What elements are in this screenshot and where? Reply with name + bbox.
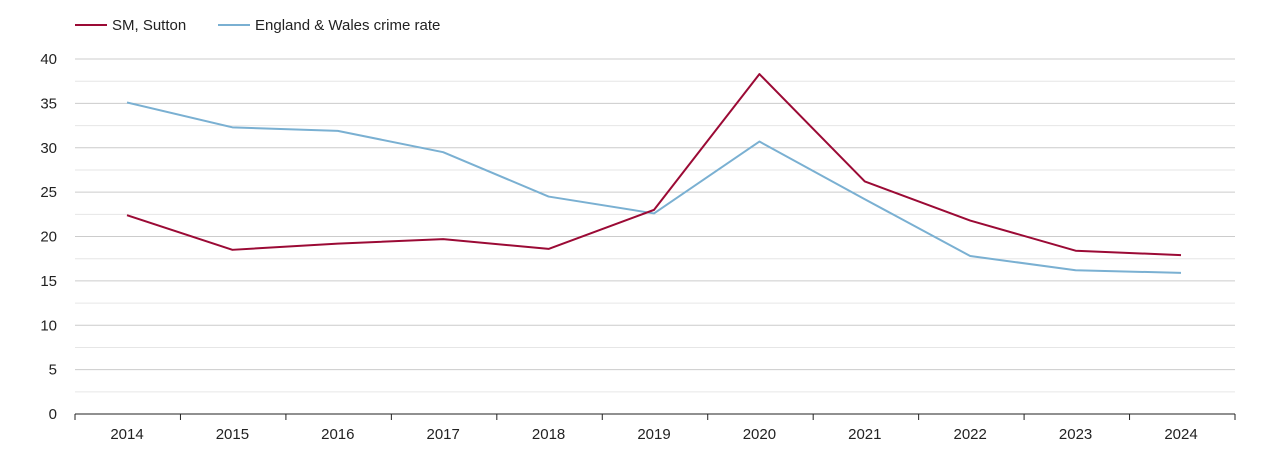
x-tick-label: 2015	[216, 426, 249, 443]
y-tick-label: 10	[40, 317, 57, 334]
x-tick-label: 2021	[848, 426, 881, 443]
gridlines	[75, 58, 1235, 393]
y-tick-label: 30	[40, 140, 57, 157]
y-tick-label: 40	[40, 51, 57, 68]
legend-item[interactable]: England & Wales crime rate	[218, 17, 440, 34]
x-tick-label: 2018	[532, 426, 565, 443]
x-tick-label: 2017	[427, 426, 460, 443]
legend-label: SM, Sutton	[112, 17, 186, 34]
x-tick-label: 2023	[1059, 426, 1092, 443]
y-tick-label: 15	[40, 273, 57, 290]
series-line-sm-sutton	[126, 73, 1182, 257]
x-tick-label: 2024	[1164, 426, 1197, 443]
y-tick-label: 35	[40, 95, 57, 112]
x-tick-label: 2022	[954, 426, 987, 443]
y-tick-label: 20	[40, 229, 57, 246]
x-tick-label: 2014	[110, 426, 143, 443]
y-tick-label: 0	[49, 406, 57, 423]
x-axis: 2014 2015 2016 2017 2018 2019 2020 2021 2022 2023…	[74, 413, 1236, 443]
legend-item[interactable]: SM, Sutton	[75, 17, 186, 34]
x-tick-label: 2016	[321, 426, 354, 443]
y-axis: 0 5 10 15 20 25 30 35 40	[40, 51, 57, 423]
x-tick-label: 2020	[743, 426, 776, 443]
y-tick-label: 25	[40, 184, 57, 201]
series-lines	[126, 73, 1182, 274]
y-tick-label: 5	[49, 362, 57, 379]
legend-label: England & Wales crime rate	[255, 17, 440, 34]
legend: SM, Sutton England & Wales crime rate	[75, 17, 440, 34]
x-tick-label: 2019	[637, 426, 670, 443]
